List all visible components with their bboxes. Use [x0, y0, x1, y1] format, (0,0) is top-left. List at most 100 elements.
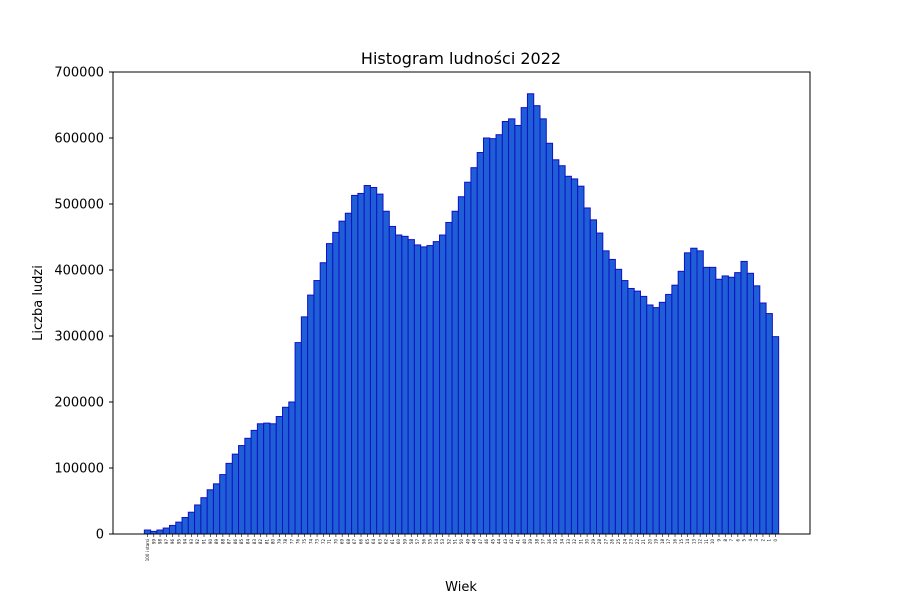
x-tick-label: 53: [440, 539, 445, 545]
bar-99: [765, 313, 773, 535]
x-tick-label: 46: [484, 539, 489, 545]
bar-56: [495, 134, 503, 535]
bar-30: [332, 231, 340, 535]
x-tick-label: 69: [340, 539, 345, 545]
x-tick-label: 73: [315, 539, 320, 545]
bar-40: [395, 234, 403, 535]
x-tick-label: 52: [446, 539, 451, 545]
x-tick-label: 18: [660, 539, 665, 545]
x-tick-label: 44: [497, 539, 502, 545]
x-tick-label: 3: [754, 539, 759, 542]
bar-80: [646, 304, 654, 535]
x-tick-label: 67: [352, 539, 357, 545]
chart-title: Histogram ludności 2022: [361, 49, 561, 68]
bar-93: [727, 276, 736, 535]
bar-97: [753, 285, 761, 535]
bar-59: [514, 124, 522, 535]
x-tick-label: 89: [214, 539, 219, 545]
bar-27: [313, 280, 321, 535]
x-tick-label: 19: [654, 539, 659, 545]
bar-78: [633, 290, 641, 535]
x-tick-label: 0: [773, 539, 778, 542]
bar-2: [156, 529, 164, 535]
bar-67: [564, 175, 572, 535]
x-tick-label: 39: [528, 539, 533, 545]
bar-89: [702, 266, 711, 535]
bar-87: [690, 247, 698, 535]
x-tick-label: 99: [151, 539, 156, 545]
bar-63: [539, 118, 547, 535]
x-axis-label: Wiek: [445, 580, 477, 595]
y-tick-label: 0: [96, 528, 104, 543]
bar-72: [596, 232, 604, 535]
x-tick-label: 98: [158, 539, 163, 545]
bar-31: [338, 220, 346, 535]
bar-13: [225, 462, 233, 535]
x-tick-label: 33: [566, 539, 571, 545]
bar-6: [181, 517, 189, 535]
y-axis: 0 100000 200000 300000 400000 500000 600000 700…: [54, 66, 113, 543]
y-tick-label: 500000: [54, 198, 104, 213]
x-tick-label: 1: [767, 539, 772, 542]
bar-54: [482, 137, 491, 535]
bar-28: [319, 262, 327, 535]
x-tick-label: 58: [409, 539, 414, 545]
bar-81: [652, 307, 660, 535]
bar-50: [457, 196, 466, 535]
x-tick-label: 64: [371, 539, 376, 545]
bar-55: [489, 138, 497, 535]
x-tick-label: 75: [302, 539, 307, 545]
x-tick-label: 60: [396, 539, 401, 545]
x-tick-label: 42: [509, 539, 514, 545]
x-tick-label: 28: [597, 539, 602, 545]
x-tick-label: 91: [202, 539, 207, 545]
bar-25: [300, 316, 309, 535]
x-tick-label: 66: [359, 539, 364, 545]
bar-41: [401, 235, 409, 535]
bar-77: [627, 287, 635, 535]
bar-14: [231, 453, 240, 535]
x-tick-label: 86: [233, 539, 238, 545]
bar-19: [263, 422, 271, 535]
bar-24: [294, 342, 302, 535]
bar-73: [602, 250, 610, 535]
bar-60: [520, 107, 528, 535]
x-tick-label: 92: [195, 539, 200, 545]
bar-58: [508, 118, 516, 535]
bar-48: [445, 221, 453, 535]
x-tick-label: 78: [283, 539, 288, 545]
x-tick-label: 56: [421, 539, 426, 545]
x-tick-label: 48: [472, 539, 477, 545]
bar-10: [206, 489, 214, 535]
x-tick-label: 72: [321, 539, 326, 545]
y-tick-label: 400000: [54, 264, 104, 279]
bar-33: [351, 194, 359, 535]
x-tick-label: 68: [346, 539, 351, 545]
bar-64: [545, 142, 554, 535]
bar-52: [470, 167, 478, 535]
y-tick-label: 600000: [54, 132, 104, 147]
x-tick-label: 8: [723, 539, 728, 542]
x-tick-label: 51: [453, 539, 458, 545]
x-tick-label: 85: [239, 539, 244, 545]
bar-90: [709, 266, 717, 535]
x-tick-label: 13: [691, 539, 696, 545]
x-tick-label: 74: [308, 539, 313, 545]
bar-62: [533, 105, 541, 535]
x-tick-label: 95: [176, 539, 181, 545]
x-tick-label: 76: [296, 539, 301, 545]
bar-16: [244, 437, 252, 535]
x-tick-label: 11: [704, 539, 709, 545]
x-tick-label: 14: [685, 539, 690, 545]
bar-39: [388, 225, 397, 535]
bar-38: [382, 210, 390, 535]
x-tick-label: 84: [245, 539, 250, 545]
bar-69: [577, 185, 585, 535]
bars-group: [143, 93, 780, 535]
y-tick-label: 200000: [54, 396, 104, 411]
x-tick-label: 43: [503, 539, 508, 545]
bar-51: [464, 181, 472, 535]
bar-61: [526, 93, 535, 535]
x-tick-label: 59: [402, 539, 407, 545]
x-tick-label: 94: [183, 539, 188, 545]
